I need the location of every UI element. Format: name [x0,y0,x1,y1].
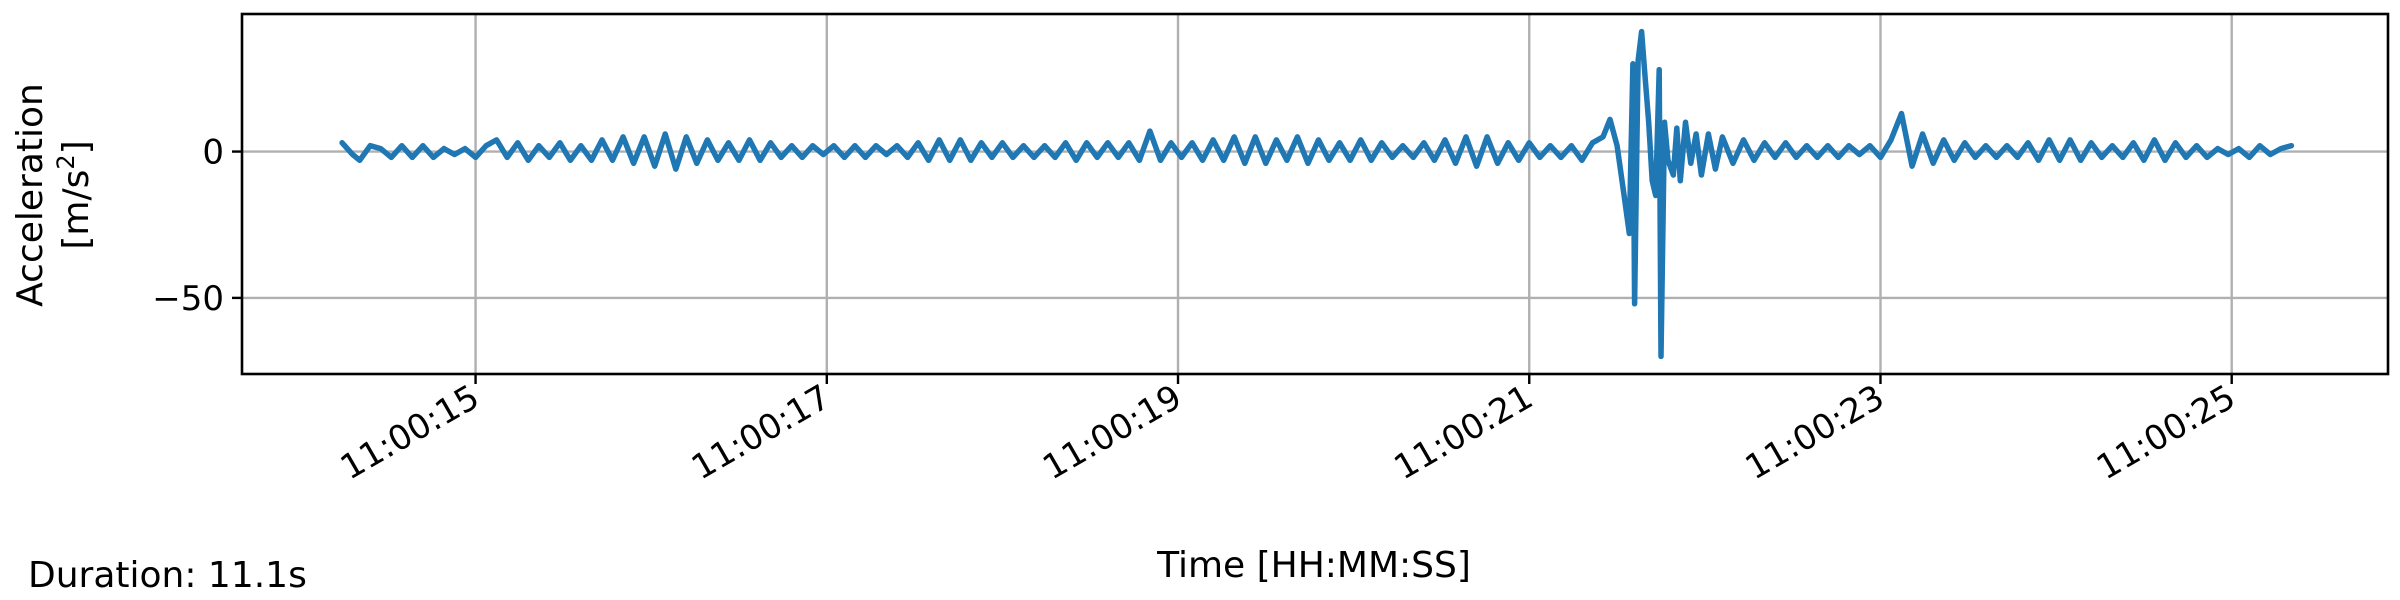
y-axis-unit-base: [m/s [56,170,97,250]
plot-frame [240,12,2390,376]
y-tick-label: −50 [152,279,224,319]
x-tick-label: 11:00:15 [334,377,486,488]
x-tick-label: 11:00:23 [1739,377,1891,488]
grid-lines [242,14,2388,374]
y-tick-label: 0 [202,133,224,173]
x-tick-label: 11:00:17 [685,377,837,488]
x-tick-label: 11:00:19 [1036,377,1188,488]
y-axis-label-line2: [m/s2] [52,140,97,249]
x-tick-label: 11:00:25 [2090,377,2242,488]
x-axis-label: Time [HH:MM:SS] [1156,545,1471,586]
series-line-acceleration [339,28,2295,360]
x-axis-ticks: 11:00:15 11:00:17 11:00:19 11:00:21 11:00:23… [334,374,2242,488]
x-tick-label: 11:00:21 [1388,377,1540,488]
plot-area [339,28,2295,360]
y-axis-label: Acceleration [m/s2] [10,83,97,307]
y-axis-label-line1: Acceleration [10,83,51,307]
y-axis-unit-end: ] [56,140,97,154]
y-axis-ticks: 0 −50 [152,133,242,319]
y-axis-unit-exponent: 2 [52,154,80,169]
duration-label: Duration: 11.1s [28,555,307,596]
